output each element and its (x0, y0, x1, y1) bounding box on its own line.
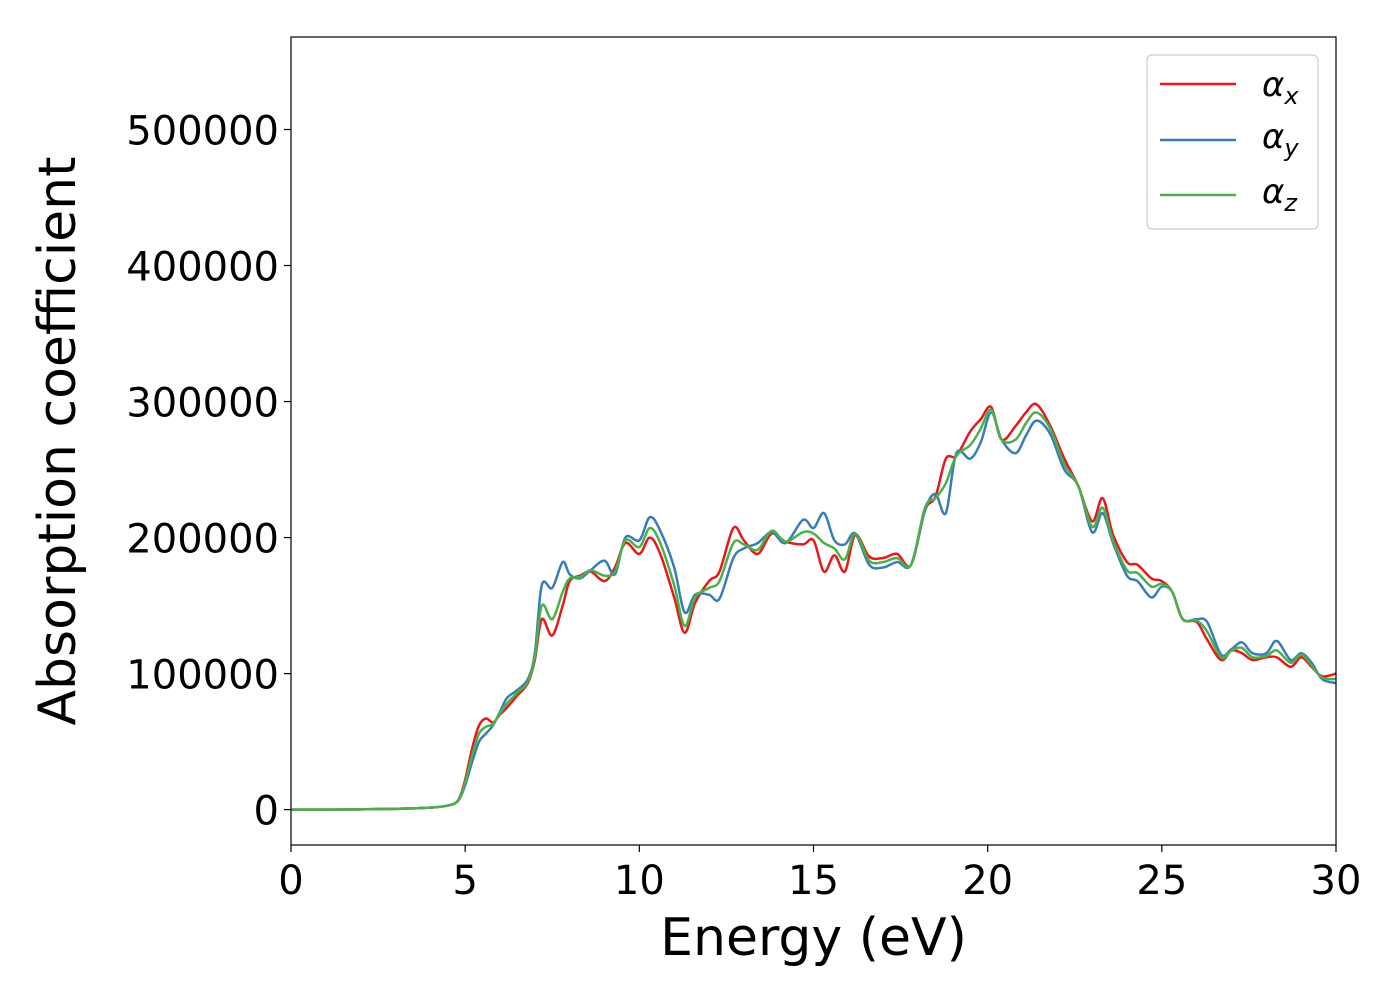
y-tick-label: 100000 (126, 653, 279, 699)
legend-item-x: αx (1160, 65, 1299, 110)
legend-item-y: αy (1160, 117, 1299, 162)
y-tick-label: 0 (254, 789, 279, 835)
x-axis-title: Energy (eV) (660, 908, 967, 968)
legend-item-z: αz (1160, 172, 1298, 217)
legend-label-z: αz (1262, 172, 1298, 217)
legend: αx αy αz (1146, 54, 1319, 230)
legend-label-y: αy (1262, 117, 1299, 162)
x-tick-label: 30 (1311, 858, 1362, 904)
x-tick-label: 10 (614, 858, 665, 904)
y-tick-label: 200000 (126, 517, 279, 563)
x-axis: 0 5 10 15 20 25 30 (278, 845, 1361, 904)
y-tick-label: 500000 (126, 108, 279, 154)
y-tick-label: 300000 (126, 381, 279, 427)
legend-label-x: αx (1262, 65, 1299, 110)
legend-frame (1146, 54, 1319, 230)
y-tick-label: 400000 (126, 245, 279, 291)
series-line-z (290, 408, 1337, 811)
x-tick-label: 0 (278, 858, 303, 904)
x-tick-label: 15 (788, 858, 839, 904)
x-tick-label: 25 (1136, 858, 1187, 904)
x-tick-label: 5 (452, 858, 477, 904)
y-axis: 0 100000 200000 300000 400000 500000 (126, 108, 291, 835)
x-tick-label: 20 (962, 858, 1013, 904)
y-axis-title: Absorption coefficient (28, 156, 88, 725)
series-layer (290, 402, 1337, 811)
